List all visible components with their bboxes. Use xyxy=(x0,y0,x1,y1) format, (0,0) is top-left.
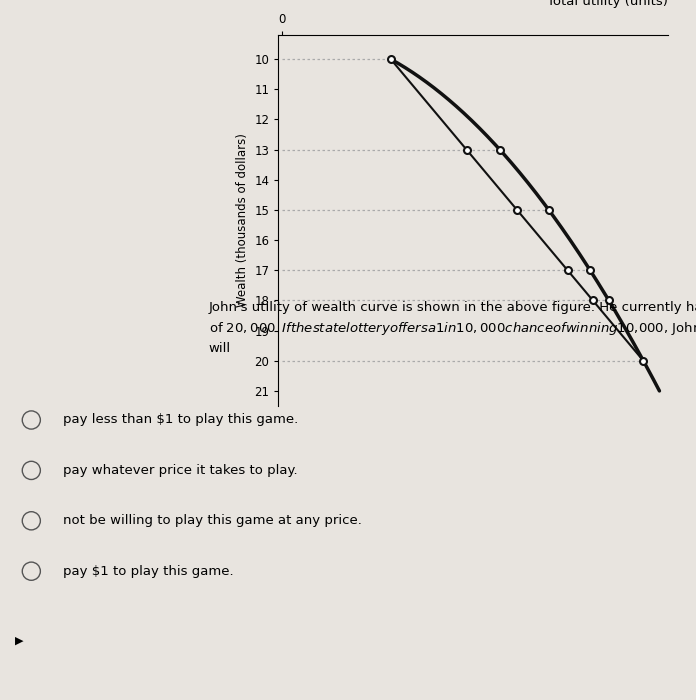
Text: pay less than $1 to play this game.: pay less than $1 to play this game. xyxy=(63,414,298,426)
Y-axis label: Wealth (thousands of dollars): Wealth (thousands of dollars) xyxy=(236,134,248,307)
Text: Total utility (units): Total utility (units) xyxy=(547,0,668,8)
Text: pay $1 to play this game.: pay $1 to play this game. xyxy=(63,565,233,578)
Text: John's utility of wealth curve is shown in the above figure. He currently has we: John's utility of wealth curve is shown … xyxy=(209,301,696,355)
Text: not be willing to play this game at any price.: not be willing to play this game at any … xyxy=(63,514,361,527)
Text: ▶: ▶ xyxy=(15,636,24,645)
Text: pay whatever price it takes to play.: pay whatever price it takes to play. xyxy=(63,464,297,477)
